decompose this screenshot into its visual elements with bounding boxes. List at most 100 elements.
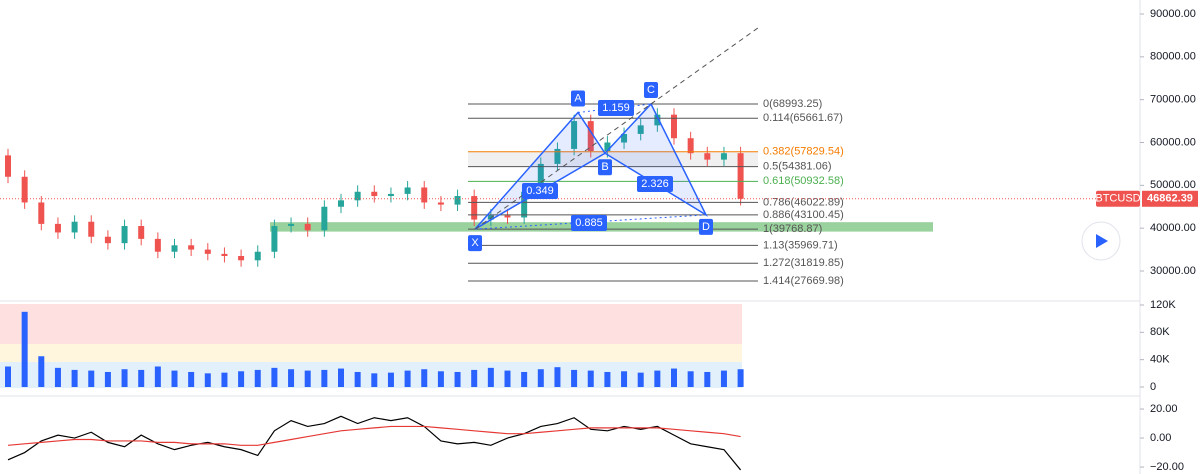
candle-body [271,226,278,252]
y-tick-label: 50000.00 [1150,179,1196,191]
fib-label: 0.382(57829.54) [763,146,844,158]
volume-bar [604,371,611,388]
volume-bar [204,373,211,388]
candle-body [720,153,727,160]
candle-body [254,251,261,261]
volume-bar [637,372,644,388]
ratio-label: 1.159 [602,102,630,114]
y-tick-label: 0 [1150,381,1156,393]
volume-bar [54,367,61,388]
volume-bar [88,370,95,388]
candle-body [421,187,428,203]
candle-body [121,226,128,244]
candle-body [338,200,344,207]
symbol-tag [1096,190,1140,207]
candle-body [371,191,378,197]
y-tick-label: 0.00 [1150,432,1171,444]
candle-body [387,193,394,197]
candle-body [188,245,195,250]
volume-bar [221,372,228,388]
candle-body [637,125,644,134]
candle-body [304,223,311,231]
volume-bar [537,369,544,388]
volume-bar [5,366,11,388]
candle-body [604,142,611,152]
candle-body [288,223,295,227]
y-tick-label: 60000.00 [1150,136,1196,148]
play-button[interactable] [1081,221,1121,261]
pattern-point-box [699,218,713,235]
ratio-box [522,183,558,199]
volume-zone [0,344,742,362]
fib-label: 0(68993.25) [763,98,822,110]
volume-bar [354,371,361,388]
volume-bar [654,370,661,388]
price-tag [1142,190,1198,207]
volume-bar [720,370,727,388]
candle-body [21,176,28,203]
volume-bar [454,371,461,388]
candle-body [587,121,594,152]
volume-bar [437,371,444,388]
fib-label: 1.13(35969.71) [763,239,838,251]
y-tick-label: 80K [1150,326,1170,338]
volume-bar [371,373,378,388]
y-tick-label: 20.00 [1150,403,1178,415]
candle-body [537,163,544,192]
volume-bar [504,370,511,388]
pattern-point-label: D [702,221,710,233]
candle-body [504,215,511,218]
volume-bar [737,369,744,388]
fib-label: 0.5(54381.06) [763,160,832,172]
pattern-point-box [598,159,612,176]
ratio-label: 2.326 [641,178,669,190]
volume-bar [171,370,178,388]
price-tag-label: 46862.39 [1147,193,1193,205]
volume-bar [387,372,394,388]
candle-body [454,196,461,205]
candle-body [704,153,711,160]
candle-body [471,196,478,220]
pattern-point-label: B [601,161,608,173]
fib-label: 0.786(46022.89) [763,196,844,208]
candle-body [5,155,11,177]
y-tick-label: 40K [1150,354,1170,366]
volume-bar [288,369,295,388]
volume-bar [154,366,161,388]
ratio-box [637,176,673,192]
volume-bar [271,367,278,388]
candle-body [671,114,677,139]
volume-bar [21,311,28,388]
fib-label: 1(39768.87) [763,223,822,235]
volume-bar [554,367,561,388]
ratio-label: 0.885 [575,217,603,229]
candle-body [321,206,328,231]
volume-bar [138,369,145,388]
volume-bar [521,371,528,388]
oscillator-line [7,425,741,446]
pattern-point-label: A [574,92,582,104]
volume-bar [404,370,411,388]
fib-label: 1.272(31819.85) [763,257,844,269]
symbol-label: BTCUSD [1095,193,1140,205]
fib-label: 0.618(50932.58) [763,175,844,187]
candle-body [104,236,111,244]
ratio-box [598,100,634,116]
y-tick-label: 90000.00 [1150,8,1196,20]
play-icon[interactable] [1096,234,1108,248]
candle-body [571,121,578,149]
candle-body [554,148,561,164]
volume-bar [38,356,45,388]
candle-body [71,221,78,233]
candle-body [171,245,178,252]
volume-bar [121,369,128,388]
y-tick-label: 40000.00 [1150,222,1196,234]
ratio-label: 0.349 [526,185,554,197]
volume-bar [671,368,677,388]
y-tick-label: 120K [1150,299,1176,311]
pattern-point-box [644,81,658,98]
y-tick-label: 70000.00 [1150,94,1196,106]
candle-body [221,253,228,257]
